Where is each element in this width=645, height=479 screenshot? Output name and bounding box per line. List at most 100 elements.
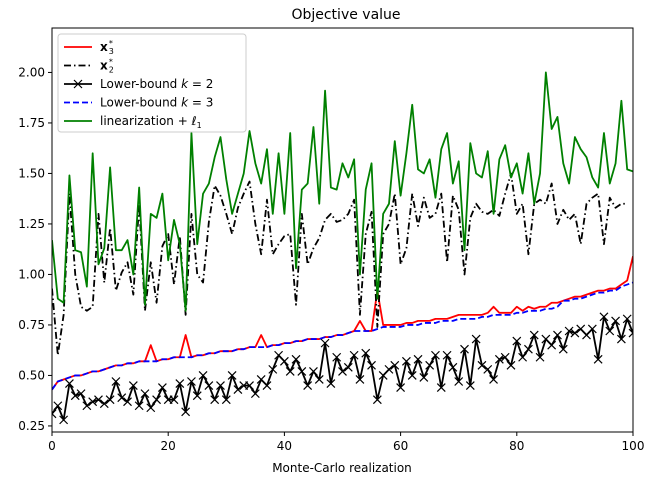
marker-x xyxy=(570,328,580,338)
marker-x xyxy=(192,391,202,401)
marker-x xyxy=(413,354,423,364)
marker-x xyxy=(460,344,469,354)
marker-x xyxy=(134,401,144,411)
marker-x xyxy=(442,350,452,360)
marker-x xyxy=(291,354,301,364)
marker-x xyxy=(372,395,382,405)
marker-x xyxy=(436,383,446,392)
marker-x xyxy=(431,350,440,360)
marker-x xyxy=(419,373,429,382)
legend-label-4: linearization + ℓ1 xyxy=(100,114,202,130)
marker-x xyxy=(157,383,167,392)
marker-x xyxy=(564,326,574,336)
marker-x xyxy=(140,389,150,399)
marker-x xyxy=(52,409,57,419)
x-tick-label: 40 xyxy=(277,439,292,453)
marker-x xyxy=(518,352,528,362)
y-tick-label: 0.50 xyxy=(18,368,45,382)
series-line-3 xyxy=(52,281,633,391)
marker-x xyxy=(367,360,376,370)
y-tick-label: 1.25 xyxy=(18,217,45,231)
y-tick-label: 2.00 xyxy=(18,65,45,79)
axes: 0 20 40 60 80 100 0.25 0.50 0.75 1.00 1.25 1.50 1.75… xyxy=(18,27,644,453)
marker-x xyxy=(53,401,63,411)
marker-x xyxy=(105,395,115,405)
marker-x xyxy=(285,366,295,376)
marker-x xyxy=(221,395,231,405)
marker-x xyxy=(494,354,504,364)
marker-x xyxy=(146,403,156,413)
series-group xyxy=(52,71,633,425)
marker-x xyxy=(489,375,498,384)
x-tick-label: 0 xyxy=(48,439,56,453)
marker-x xyxy=(326,379,336,388)
marker-x xyxy=(605,326,615,336)
y-tick-label: 1.50 xyxy=(18,166,45,180)
marker-x xyxy=(175,379,185,388)
x-axis-label: Monte-Carlo realization xyxy=(272,461,412,475)
marker-x xyxy=(250,389,260,399)
marker-x xyxy=(547,340,557,350)
chart-title: Objective value xyxy=(291,7,400,23)
marker-x xyxy=(204,381,214,390)
marker-x xyxy=(611,316,620,326)
marker-x xyxy=(320,338,330,348)
marker-x xyxy=(500,352,510,362)
marker-x xyxy=(483,364,493,374)
marker-x xyxy=(343,362,353,372)
marker-x xyxy=(599,312,609,322)
marker-x xyxy=(401,356,411,366)
marker-x xyxy=(70,391,80,401)
y-tick-label: 0.25 xyxy=(18,419,45,433)
marker-x xyxy=(169,395,179,405)
marker-x xyxy=(477,360,487,370)
marker-x xyxy=(622,314,632,324)
marker-x xyxy=(506,360,516,370)
marker-x xyxy=(471,334,481,344)
marker-x xyxy=(384,364,394,374)
marker-x xyxy=(198,371,208,380)
legend-marker-x xyxy=(73,79,83,89)
marker-x xyxy=(616,334,626,344)
marker-x xyxy=(349,350,359,360)
y-tick-label: 1.00 xyxy=(18,267,45,281)
marker-x xyxy=(628,328,633,338)
marker-x xyxy=(361,348,371,358)
marker-x xyxy=(593,354,603,364)
marker-x xyxy=(152,395,162,405)
marker-x xyxy=(65,379,74,388)
marker-x xyxy=(303,381,313,390)
marker-x xyxy=(332,352,342,362)
marker-x xyxy=(216,381,225,390)
marker-x xyxy=(59,415,69,425)
y-tick-label: 1.75 xyxy=(18,116,45,130)
axes-frame xyxy=(51,27,634,433)
marker-x xyxy=(181,407,191,417)
marker-x xyxy=(355,375,365,384)
marker-x xyxy=(128,381,138,390)
marker-x xyxy=(314,375,324,384)
marker-x xyxy=(512,336,522,346)
marker-x xyxy=(425,360,435,370)
plot-area xyxy=(52,71,633,425)
series-line-1 xyxy=(52,172,628,357)
marker-x xyxy=(123,397,132,407)
marker-x xyxy=(227,371,237,380)
marker-x xyxy=(390,360,400,370)
x-tick-label: 20 xyxy=(161,439,176,453)
marker-x xyxy=(245,381,254,390)
legend-label-3: Lower-bound k = 3 xyxy=(100,96,213,110)
y-tick-label: 0.75 xyxy=(18,318,45,332)
marker-x xyxy=(233,385,243,395)
x-tick-label: 80 xyxy=(509,439,524,453)
marker-x xyxy=(535,352,545,362)
marker-x xyxy=(187,377,196,386)
marker-x xyxy=(454,377,464,386)
legend-label-1: x2* xyxy=(100,58,114,75)
marker-x xyxy=(279,356,289,366)
marker-x xyxy=(558,344,568,354)
marker-x xyxy=(94,395,103,405)
marker-x xyxy=(448,362,458,372)
marker-x xyxy=(309,366,318,376)
